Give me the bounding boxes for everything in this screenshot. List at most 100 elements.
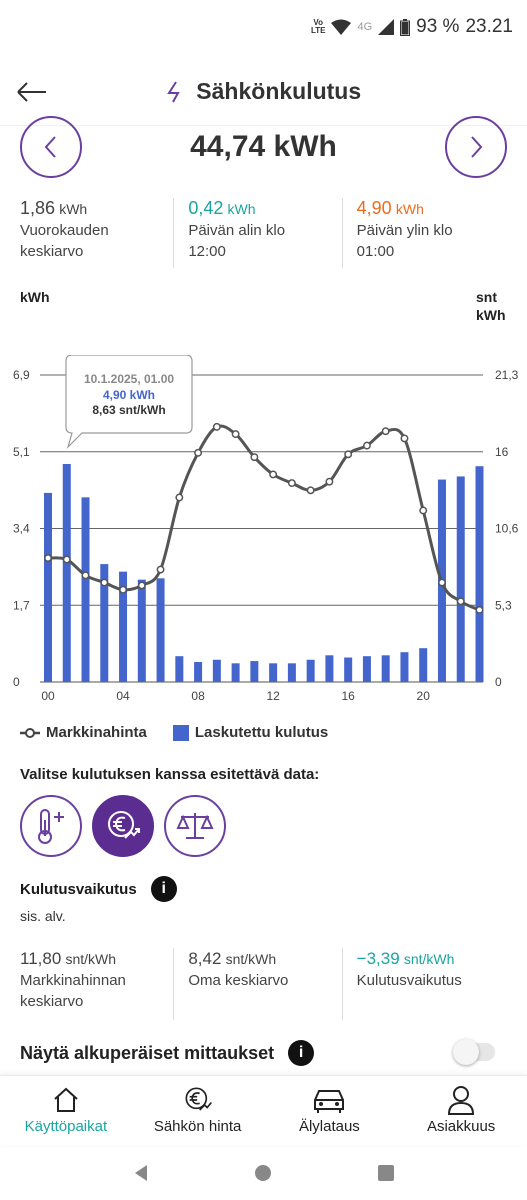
price-point xyxy=(475,605,484,614)
usage-bar xyxy=(156,578,165,682)
data-select-title: Valitse kulutuksen kanssa esitettävä dat… xyxy=(20,766,320,783)
thermometer-plus-icon xyxy=(38,809,64,844)
arrow-left-icon xyxy=(17,82,46,102)
usage-bar xyxy=(269,663,278,682)
left-tick-label: 5,1 xyxy=(13,445,30,459)
right-tick-label: 0 xyxy=(495,675,502,689)
x-tick-label: 16 xyxy=(341,689,355,703)
impact-stats: 11,80 snt/kWh Markkinahinnan keskiarvo 8… xyxy=(20,948,510,1020)
legend-usage-label: Laskutettu kulutus xyxy=(194,724,329,741)
usage-bar xyxy=(344,657,353,682)
chevron-left-icon xyxy=(44,136,56,158)
price-point xyxy=(156,565,165,574)
battery-icon xyxy=(400,18,411,36)
price-line xyxy=(47,424,481,612)
price-point xyxy=(419,506,428,515)
tooltip-title: 10.1.2025, 01.00 xyxy=(84,372,174,386)
usage-bar xyxy=(175,656,184,682)
home-circle-icon[interactable] xyxy=(253,1163,273,1183)
daily-max-stat: 4,90 kWh Päivän ylin klo 01:00 xyxy=(341,198,510,268)
total-consumption: 44,74 kWh xyxy=(190,130,337,163)
impact-subtitle: sis. alv. xyxy=(20,908,66,924)
usage-bar xyxy=(62,463,71,682)
price-point xyxy=(62,555,71,564)
info-icon[interactable]: i xyxy=(150,876,177,902)
price-point xyxy=(119,585,127,594)
price-point xyxy=(250,453,259,462)
nav-sahkon-hinta[interactable]: Sähkön hinta xyxy=(132,1076,264,1145)
usage-bar xyxy=(231,663,240,682)
daily-average-stat: 1,86 kWh Vuorokauden keskiarvo xyxy=(20,198,109,260)
price-point xyxy=(81,571,90,580)
balance-data-button[interactable] xyxy=(164,795,226,857)
usage-bar-legend-icon xyxy=(172,724,189,741)
price-point xyxy=(362,441,371,450)
x-tick-label: 04 xyxy=(116,689,130,703)
price-point xyxy=(287,479,296,488)
usage-bar xyxy=(325,655,334,682)
price-point xyxy=(44,554,52,562)
price-point xyxy=(456,597,465,606)
info-icon[interactable]: i xyxy=(288,1040,315,1066)
nav-kayttopaikat[interactable]: Käyttöpaikat xyxy=(0,1076,132,1145)
left-tick-label: 3,4 xyxy=(13,522,30,536)
previous-day-button[interactable] xyxy=(20,116,82,178)
price-point xyxy=(194,448,203,457)
bottom-navigation: Käyttöpaikat Sähkön hinta Älylataus Asia… xyxy=(0,1075,527,1145)
price-data-button[interactable] xyxy=(92,795,154,857)
wifi-icon xyxy=(331,19,352,35)
chart-legend: Markkinahinta Laskutettu kulutus xyxy=(20,724,328,741)
back-triangle-icon[interactable] xyxy=(131,1163,151,1183)
toggle-knob xyxy=(453,1039,479,1065)
nav-asiakkuus[interactable]: Asiakkuus xyxy=(395,1076,527,1145)
usage-bar xyxy=(194,661,203,682)
back-button[interactable] xyxy=(14,74,50,110)
price-point xyxy=(381,427,390,436)
usage-bar xyxy=(419,648,428,682)
price-point xyxy=(400,434,409,443)
original-measurements-row: Näytä alkuperäiset mittaukset i xyxy=(20,1036,507,1070)
usage-bar xyxy=(456,476,465,682)
user-icon xyxy=(448,1086,475,1115)
right-tick-label: 16 xyxy=(495,445,509,459)
daily-min-stat: 0,42 kWh Päivän alin klo 12:00 xyxy=(173,198,341,268)
usage-bar xyxy=(475,466,484,682)
tooltip-price: 8,63 snt/kWh xyxy=(92,403,165,417)
euro-trend-icon xyxy=(185,1087,212,1111)
lightning-icon xyxy=(167,80,180,102)
own-average-stat: 8,42 snt/kWh Oma keskiarvo xyxy=(173,948,341,1020)
original-measurements-toggle[interactable] xyxy=(453,1039,495,1065)
impact-value-stat: −3,39 snt/kWh Kulutusvaikutus xyxy=(341,948,510,1020)
toggle-label: Näytä alkuperäiset mittaukset xyxy=(20,1042,275,1063)
legend-price-label: Markkinahinta xyxy=(46,724,147,741)
usage-bar xyxy=(44,492,52,682)
battery-level: 93 % xyxy=(416,16,460,37)
car-icon xyxy=(314,1090,345,1113)
right-tick-label: 5,3 xyxy=(495,598,512,612)
next-day-button[interactable] xyxy=(445,116,507,178)
signal-icon xyxy=(378,19,395,35)
tooltip-usage: 4,90 kWh xyxy=(103,388,155,402)
left-tick-label: 1,7 xyxy=(13,598,30,612)
nav-alylataus[interactable]: Älylataus xyxy=(264,1076,396,1145)
x-tick-label: 08 xyxy=(191,689,205,703)
price-point xyxy=(438,578,446,587)
temperature-data-button[interactable] xyxy=(20,795,82,857)
market-average-stat: 11,80 snt/kWh Markkinahinnan keskiarvo xyxy=(20,949,126,1010)
usage-bar xyxy=(100,564,109,682)
clock: 23.21 xyxy=(465,16,513,37)
usage-bar xyxy=(250,661,259,682)
x-tick-label: 20 xyxy=(417,689,431,703)
price-point xyxy=(100,578,109,587)
network-type: 4G xyxy=(357,21,373,33)
usage-bar xyxy=(81,497,90,682)
price-point xyxy=(344,450,353,459)
price-point xyxy=(306,486,315,495)
impact-title: Kulutusvaikutus xyxy=(20,880,137,898)
euro-trend-icon xyxy=(108,811,140,839)
consumption-chart[interactable]: 6,9 21,35,1 163,4 10,61,7 5,30 000 04 08 12 16 201… xyxy=(0,355,527,705)
price-point xyxy=(175,493,184,502)
recents-square-icon[interactable] xyxy=(376,1163,396,1183)
usage-bar xyxy=(362,656,371,682)
price-line-legend-icon xyxy=(20,727,40,738)
